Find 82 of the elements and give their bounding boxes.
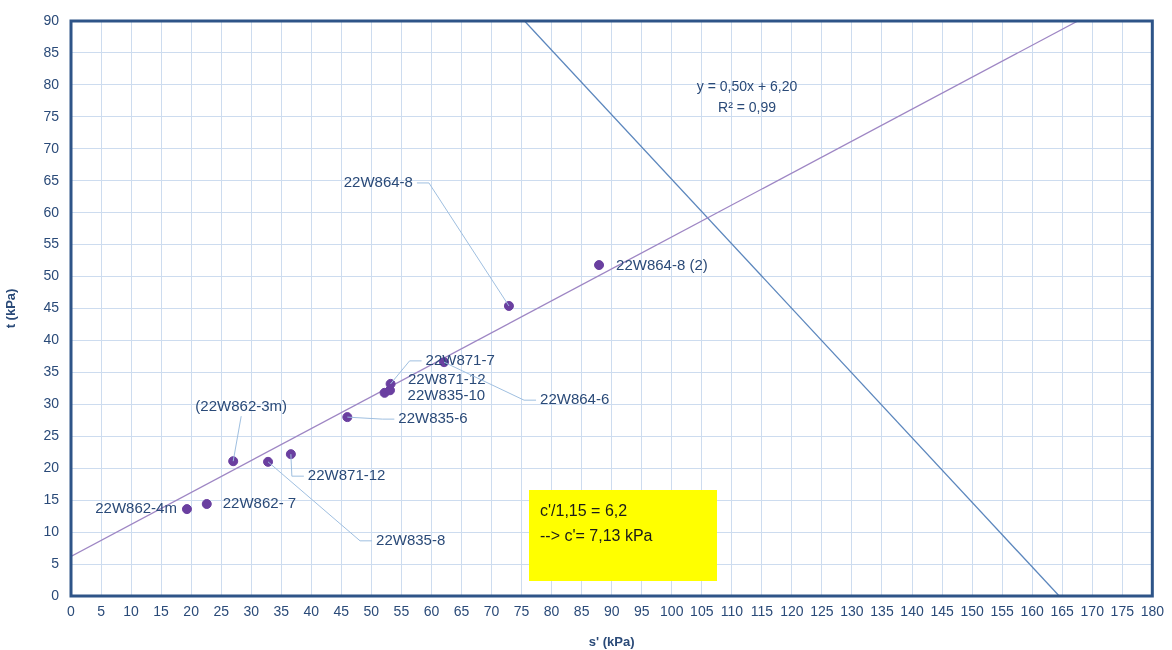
point: [342, 412, 353, 423]
point: [503, 300, 514, 311]
y-tick-label: 65: [43, 171, 60, 188]
x-tick-label: 75: [513, 603, 530, 620]
y-tick-label: 15: [43, 491, 60, 508]
point: [181, 504, 192, 515]
x-tick-label: 20: [183, 603, 200, 620]
point: [228, 456, 239, 467]
point: [385, 378, 396, 389]
x-tick-label: 115: [750, 603, 774, 620]
y-tick-label: 10: [43, 522, 60, 539]
x-tick-label: 50: [363, 603, 380, 620]
y-tick-label: 40: [43, 331, 60, 348]
annotation: 22W862-4m: [95, 499, 177, 517]
annotation: --> c'= 7,13 kPa: [540, 526, 654, 546]
y-tick-label: 70: [43, 139, 60, 156]
y-tick-label: 5: [51, 554, 60, 571]
x-tick-label: 140: [900, 603, 924, 620]
y-tick-label: 85: [43, 43, 60, 60]
x-tick-label: 175: [1110, 603, 1135, 620]
x-tick-label: 135: [870, 603, 894, 620]
y-tick-label: 20: [43, 459, 60, 476]
x-tick-label: 85: [573, 603, 590, 620]
y-tick-label: 55: [43, 235, 60, 252]
annotation: c'/1,15 = 6,2: [540, 501, 629, 521]
x-tick-label: 150: [960, 603, 984, 620]
x-tick-label: 130: [840, 603, 864, 620]
x-tick-label: 55: [393, 603, 410, 620]
x-tick-label: 165: [1050, 603, 1075, 620]
x-tick-label: 30: [243, 603, 260, 620]
x-tick-label: 125: [810, 603, 834, 620]
x-tick-label: 60: [423, 603, 440, 620]
x-tick-label: 100: [660, 603, 684, 620]
x-tick-label: 90: [603, 603, 620, 620]
point: [594, 260, 605, 271]
x-tick-label: 10: [123, 603, 140, 620]
x-tick-label: 145: [930, 603, 954, 620]
y-tick-label: 25: [43, 427, 60, 444]
y-tick-label: 0: [51, 586, 60, 603]
y-tick-label: 45: [43, 299, 60, 316]
x-tick-label: 45: [333, 603, 350, 620]
annotation: 22W871-7: [425, 351, 495, 369]
point: [201, 499, 212, 509]
y-tick-label: 50: [43, 267, 60, 284]
x-tick-label: 80: [543, 603, 560, 620]
annotation: 22W871-12: [407, 370, 486, 388]
annotation: y = 0,50x + 6,20: [696, 77, 798, 94]
annotation: 22W862- 7: [222, 494, 297, 512]
x-axis-title: s' (kPa): [588, 633, 635, 649]
x-tick-label: 120: [780, 603, 804, 620]
x-tick-label: 5: [97, 603, 106, 620]
note-box: c'/1,15 = 6,2 --> c'= 7,13 kPa: [529, 490, 717, 581]
x-tick-label: 155: [990, 603, 1015, 620]
x-tick-label: 170: [1080, 603, 1105, 620]
annotation: 22W864-8 (2): [616, 256, 708, 274]
annotation: R² = 0,99: [718, 98, 777, 115]
y-tick-label: 35: [43, 363, 60, 380]
x-tick-label: 110: [720, 603, 744, 620]
x-tick-label: 180: [1140, 603, 1165, 620]
annotation: 22W835-6: [398, 409, 468, 427]
annotation: 22W871-12: [307, 466, 386, 484]
annotation: 22W835-8: [376, 530, 446, 548]
y-tick-label: 60: [43, 203, 60, 220]
x-tick-label: 0: [67, 603, 76, 620]
y-tick-label: 80: [43, 75, 60, 92]
x-tick-label: 40: [303, 603, 320, 620]
annotation: (22W862-3m): [195, 397, 288, 415]
y-tick-label: 75: [43, 107, 60, 124]
x-tick-label: 65: [453, 603, 470, 620]
x-tick-label: 70: [483, 603, 500, 620]
annotation: 22W835-10: [407, 385, 486, 403]
x-tick-label: 105: [690, 603, 714, 620]
annotation: 22W864-8: [343, 173, 413, 191]
annotation: 22W864-6: [540, 390, 610, 408]
y-tick-label: 30: [43, 395, 60, 412]
x-tick-label: 35: [273, 603, 290, 620]
x-tick-label: 95: [633, 603, 650, 620]
x-tick-label: 25: [213, 603, 230, 620]
x-tick-label: 15: [153, 603, 170, 620]
x-tick-label: 160: [1020, 603, 1045, 620]
y-tick-label: 90: [43, 11, 60, 28]
y-axis-title: t (kPa): [3, 288, 19, 329]
